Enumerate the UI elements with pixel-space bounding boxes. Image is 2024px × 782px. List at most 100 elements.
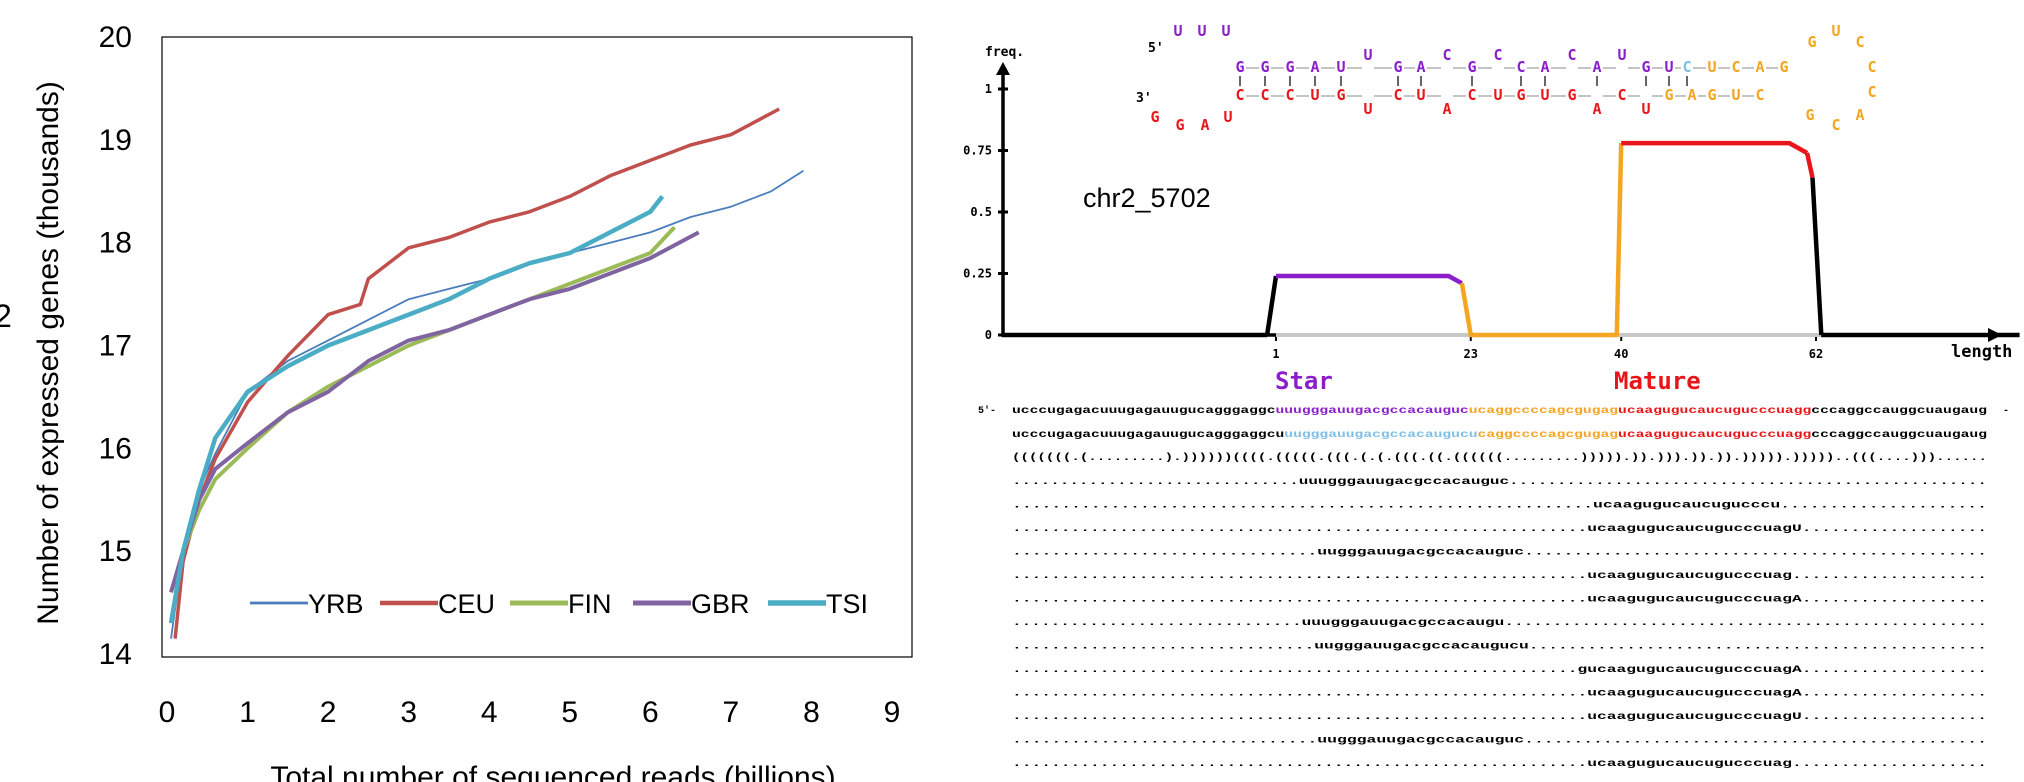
- hairpin-base: A: [1310, 58, 1319, 76]
- secondary-structure: (((((((.(.........).))))))((((.(((((.(((…: [1012, 452, 1987, 464]
- series-line-ceu: [173, 107, 781, 639]
- series-line-tsi: [168, 195, 665, 624]
- read-row: ........................................…: [1012, 689, 1987, 700]
- hairpin-base: U: [1336, 58, 1345, 76]
- hairpin-base: U: [1223, 108, 1232, 126]
- hairpin-base: A: [1200, 116, 1209, 134]
- y-tick-label: 20: [99, 21, 132, 54]
- hairpin-base: G: [1235, 58, 1244, 76]
- hairpin-base: C: [1855, 33, 1864, 51]
- x-tick-label: 23: [1464, 347, 1478, 361]
- consensus-sequence: ucccugagacuuugagauugucagggaggcu uugggauug…: [1012, 430, 1987, 441]
- hairpin-base: U: [1707, 58, 1716, 76]
- legend-label-fin: FIN: [568, 589, 612, 619]
- read-row: ..............................uuugggauug…: [1012, 477, 1987, 488]
- legend-label-yrb: YRB: [308, 589, 364, 619]
- hairpin-base: U: [1197, 22, 1206, 40]
- x-tick-label: 5: [561, 696, 578, 729]
- y-tick-label: 0.75: [963, 144, 992, 158]
- series-line-yrb: [170, 169, 804, 639]
- hairpin-base: C: [1867, 83, 1876, 101]
- hairpin-base: C: [1493, 46, 1502, 64]
- hairpin-base: G: [1567, 86, 1576, 104]
- y-tick-label: 18: [99, 227, 132, 260]
- y-tick-label: 17: [99, 330, 132, 363]
- hairpin-base: U: [1221, 22, 1230, 40]
- hairpin-base: C: [1260, 86, 1269, 104]
- hairpin-base: C: [1617, 86, 1626, 104]
- hairpin-base: G: [1807, 33, 1816, 51]
- y-tick-label: 15: [99, 535, 132, 568]
- hairpin-base: G: [1393, 58, 1402, 76]
- hairpin-base: C: [1393, 86, 1402, 104]
- x-tick-label: 62: [1809, 347, 1823, 361]
- read-row: ..............................uuugggauug…: [1012, 618, 1987, 629]
- x-axis-label: Total number of sequenced reads (billion…: [270, 761, 835, 782]
- locus-title: chr2_5702: [1083, 183, 1211, 213]
- hairpin-base: U: [1540, 86, 1549, 104]
- x-tick-label: 1: [1272, 347, 1279, 361]
- precursor-sequence: ucccugagacuuugagauugucagggaggc uuugggauug…: [1012, 406, 1987, 417]
- hairpin-base: G: [1707, 86, 1716, 104]
- hairpin-base: G: [1336, 86, 1345, 104]
- legend-label-tsi: TSI: [826, 589, 868, 619]
- hairpin-base: G: [1805, 106, 1814, 124]
- x-tick-label: 4: [481, 696, 498, 729]
- read-row: ........................................…: [1012, 759, 1987, 770]
- hairpin-base: A: [1592, 58, 1601, 76]
- y-tick-label: 0.25: [963, 267, 992, 281]
- read-row: ........................................…: [1012, 665, 1987, 676]
- x-tick-label: 1: [239, 696, 256, 729]
- alignment-suffix: -: [2003, 406, 2009, 417]
- hairpin-base: C: [1867, 58, 1876, 76]
- hairpin-base: C: [1731, 58, 1740, 76]
- hairpin-base: C: [1567, 46, 1576, 64]
- segment-backbone: [1264, 275, 1279, 336]
- segment-loop: [1459, 143, 1624, 338]
- y-tick-label: 0: [985, 328, 992, 342]
- segment-mature: [1621, 140, 1809, 155]
- read-row: ........................................…: [1012, 501, 1987, 512]
- hairpin-base: G: [1779, 58, 1788, 76]
- read-row: ........................................…: [1012, 595, 1987, 606]
- five-prime-label: 5': [1148, 41, 1164, 56]
- read-row: ...............................uugggauug…: [1012, 736, 1987, 747]
- hairpin-base: C: [1235, 86, 1244, 104]
- y-tick-labels: 14 15 16 17 18 19 20: [99, 21, 132, 671]
- hairpin-base: G: [1175, 116, 1184, 134]
- y-axis-label: freq.: [985, 45, 1024, 60]
- hairpin-base: G: [1285, 58, 1294, 76]
- hairpin-base: U: [1617, 46, 1626, 64]
- y-tick-label: 0.5: [970, 205, 992, 219]
- y-tick-label: 19: [99, 124, 132, 157]
- legend-label-ceu: CEU: [438, 589, 495, 619]
- series-line-fin: [169, 225, 676, 593]
- read-row: ...............................uugggauug…: [1012, 642, 1987, 653]
- hairpin-base: A: [1687, 86, 1696, 104]
- x-tick-label: 2: [320, 696, 337, 729]
- y-tick-label: 1: [985, 82, 992, 96]
- x-tick-labels: 1 23 40 62: [1272, 335, 1823, 361]
- three-prime-label: 3': [1136, 91, 1152, 106]
- series-lines: [168, 107, 804, 639]
- hairpin-base: G: [1150, 108, 1159, 126]
- hairpin-base: U: [1831, 22, 1840, 40]
- hairpin-base: A: [1416, 58, 1425, 76]
- frequency-segments: [1001, 140, 2020, 338]
- hairpin-base: C: [1285, 86, 1294, 104]
- star-label: Star: [1275, 367, 1333, 395]
- read-alignment: 5'- ucccugagacuuugagauugucagggaggc uuuggga…: [978, 405, 2009, 770]
- hairpin-base: G: [1641, 58, 1650, 76]
- y-axis-arrow: [996, 62, 1010, 75]
- read-row: ........................................…: [1012, 571, 1987, 582]
- hairpin-base: A: [1592, 100, 1601, 118]
- x-tick-label: 9: [884, 696, 901, 729]
- hairpin-base: C: [1516, 58, 1525, 76]
- hairpin-base: G: [1260, 58, 1269, 76]
- hairpin-base: C: [1831, 116, 1840, 134]
- alignment-prefix: 5'-: [978, 405, 996, 417]
- y-tick-labels: 0 0.25 0.5 0.75 1: [963, 82, 1008, 342]
- x-tick-label: 7: [723, 696, 740, 729]
